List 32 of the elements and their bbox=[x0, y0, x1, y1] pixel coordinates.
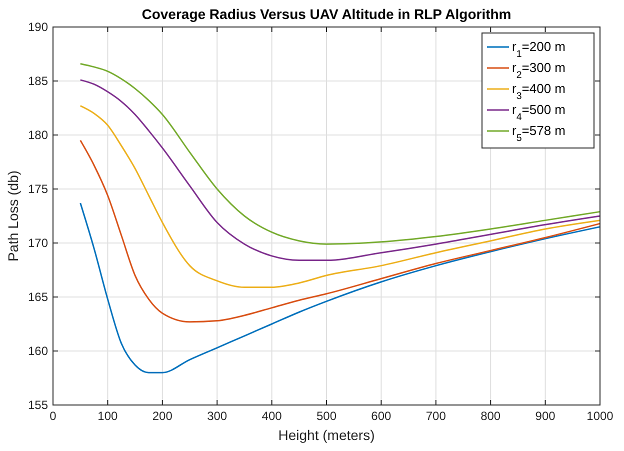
legend-label: r$_{4}$=500 m bbox=[512, 102, 566, 122]
line-series bbox=[80, 140, 601, 323]
y-tick-label: 160 bbox=[28, 344, 48, 358]
x-tick-label: 600 bbox=[371, 409, 392, 423]
y-tick-label: 175 bbox=[28, 182, 48, 196]
y-tick-label: 180 bbox=[28, 128, 48, 142]
y-tick-label: 185 bbox=[28, 74, 48, 88]
line-series bbox=[80, 202, 601, 374]
y-tick-label: 155 bbox=[28, 398, 48, 412]
x-tick-label: 200 bbox=[152, 409, 173, 423]
x-axis-title: Height (meters) bbox=[278, 427, 375, 443]
legend-label: r$_{3}$=400 m bbox=[512, 81, 566, 102]
x-tick-label: 700 bbox=[426, 409, 446, 423]
legend-label: r$_{1}$=200 m bbox=[512, 39, 566, 60]
y-tick-label: 165 bbox=[28, 290, 48, 304]
x-tick-label: 100 bbox=[98, 409, 118, 423]
x-tick-label: 500 bbox=[316, 409, 337, 423]
line-series bbox=[80, 62, 601, 245]
y-tick-label: 170 bbox=[28, 236, 48, 250]
legend-label: r$_{2}$=300 m bbox=[512, 60, 566, 80]
x-tick-label: 1000 bbox=[586, 409, 614, 423]
x-tick-label: 400 bbox=[262, 409, 282, 423]
x-tick-label: 300 bbox=[207, 409, 228, 423]
chart-title: Coverage Radius Versus UAV Altitude in RLP Algorithm bbox=[142, 6, 512, 22]
y-tick-label: 190 bbox=[28, 20, 48, 34]
x-tick-label: 800 bbox=[480, 409, 501, 423]
legend-label: r$_{5}$=578 m bbox=[512, 123, 566, 144]
line-series bbox=[80, 105, 601, 288]
x-tick-label: 0 bbox=[50, 409, 57, 423]
y-axis-title: Path Loss (db) bbox=[5, 170, 21, 262]
line-series bbox=[80, 79, 601, 262]
x-tick-label: 900 bbox=[535, 409, 556, 423]
